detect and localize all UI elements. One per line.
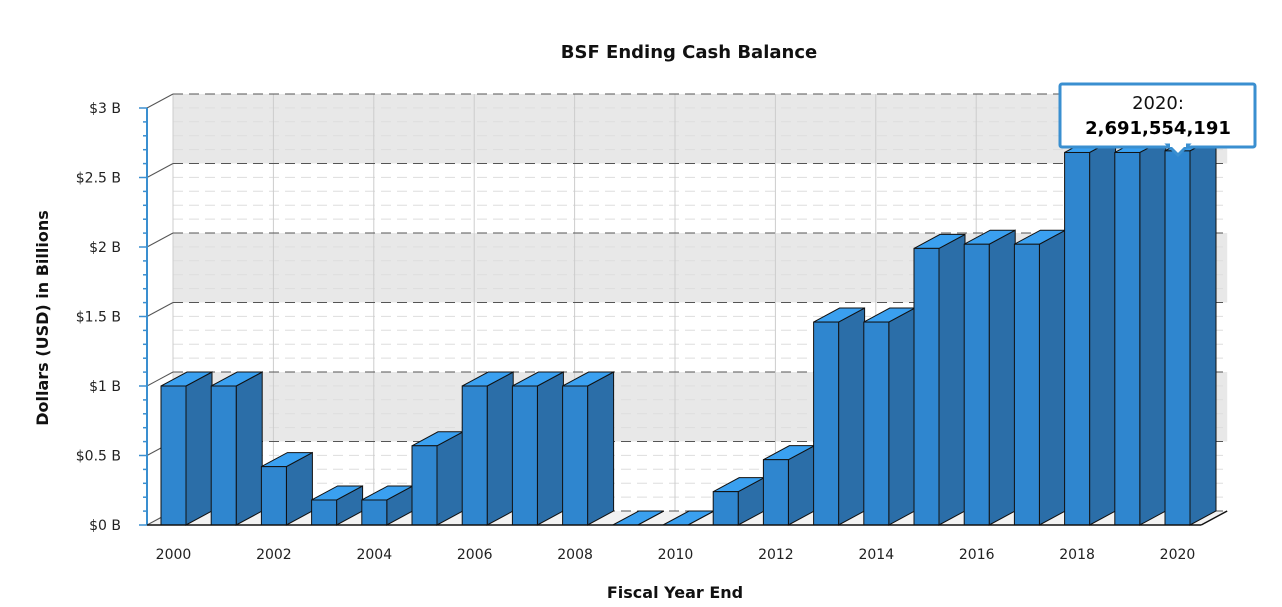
x-tick-label: 2006 (457, 547, 493, 563)
x-axis-edge (1200, 510, 1228, 526)
bar-front (712, 491, 739, 526)
x-axis-title: Fiscal Year End (607, 583, 743, 602)
x-tick-label: 2014 (858, 547, 894, 563)
bar (160, 371, 213, 526)
bar-side (1038, 229, 1066, 526)
bar-side (486, 371, 514, 526)
bar (1013, 229, 1066, 526)
bar-front (963, 243, 990, 526)
x-tick-label: 2020 (1160, 547, 1196, 563)
bar (210, 371, 263, 526)
plot-band (173, 94, 1228, 164)
tooltip-value: 2,691,554,191 (1085, 118, 1231, 139)
x-tick-label: 2004 (356, 547, 392, 563)
chart-title: BSF Ending Cash Balance (561, 42, 817, 63)
bar-front (260, 466, 287, 526)
y-tick-label: $0 B (89, 518, 121, 534)
gridline-connector (146, 93, 174, 109)
gridline-connector (146, 302, 174, 317)
bar-side (888, 307, 916, 526)
bar-front (813, 321, 840, 526)
bar-front (1064, 151, 1091, 526)
bar (411, 430, 464, 526)
bar-front (361, 499, 388, 526)
y-tick-label: $3 B (89, 101, 121, 117)
bar (260, 451, 313, 526)
x-tick-label: 2012 (758, 547, 794, 563)
bar-side (235, 371, 263, 526)
bar-front (511, 385, 538, 526)
bar-front (411, 445, 438, 526)
bar-side (587, 371, 615, 526)
bar (511, 371, 564, 526)
bar (461, 371, 514, 526)
gridline-connector (146, 371, 174, 387)
bar-front (311, 499, 338, 526)
x-tick-label: 2018 (1059, 547, 1095, 563)
bar-front (1013, 243, 1040, 526)
bar (762, 444, 815, 526)
bar-side (1089, 137, 1117, 526)
bar-side (938, 233, 966, 526)
bar-front (863, 321, 890, 526)
y-tick-label: $0.5 B (76, 449, 121, 465)
bar-front (160, 385, 187, 526)
bar-side (436, 430, 464, 526)
bar-front (762, 459, 789, 526)
bar-front (1114, 151, 1141, 526)
y-axis-title: Dollars (USD) in Billions (33, 210, 52, 426)
bar (311, 485, 364, 526)
y-axis: $0 B $0.5 B $1 B $1.5 B $2 B $2.5 B $3 B (76, 101, 148, 534)
bar-side (1189, 136, 1217, 526)
x-tick-label: 2010 (658, 547, 694, 563)
bar-side (988, 229, 1016, 526)
tooltip: 2020: 2,691,554,191 (1058, 82, 1257, 158)
x-tick-label: 2008 (557, 547, 593, 563)
x-tick-label: 2016 (959, 547, 995, 563)
bar (712, 476, 765, 526)
x-axis: 2000 2002 2004 2006 2008 2010 2012 2014 2016 2018… (147, 510, 1228, 563)
bar-front (1164, 150, 1191, 526)
bar (963, 229, 1016, 526)
grid-lines (146, 93, 1228, 526)
bar-front (210, 385, 237, 526)
y-tick-label: $1 B (89, 379, 121, 395)
y-tick-label: $1.5 B (76, 310, 121, 326)
x-tick-label: 2000 (156, 547, 192, 563)
bar-front (461, 385, 488, 526)
bar-side (1139, 137, 1167, 526)
bar-front (913, 247, 940, 526)
bar (1164, 136, 1217, 526)
x-tick-label: 2002 (256, 547, 292, 563)
bars (160, 136, 1217, 526)
bar (913, 233, 966, 526)
bar-side (536, 371, 564, 526)
y-tick-label: $2 B (89, 240, 121, 256)
bar-side (185, 371, 213, 526)
bar-side (838, 307, 866, 526)
bar (863, 307, 916, 526)
bar (813, 307, 866, 526)
gridline-connector (146, 163, 174, 178)
bar-front (562, 385, 589, 526)
bar (1064, 137, 1117, 526)
gridline-connector (146, 232, 174, 248)
y-tick-label: $2.5 B (76, 171, 121, 187)
bar (562, 371, 615, 526)
tooltip-year: 2020: (1132, 93, 1184, 114)
tooltip-box (1058, 82, 1257, 149)
bar (1114, 137, 1167, 526)
bar (361, 485, 414, 526)
